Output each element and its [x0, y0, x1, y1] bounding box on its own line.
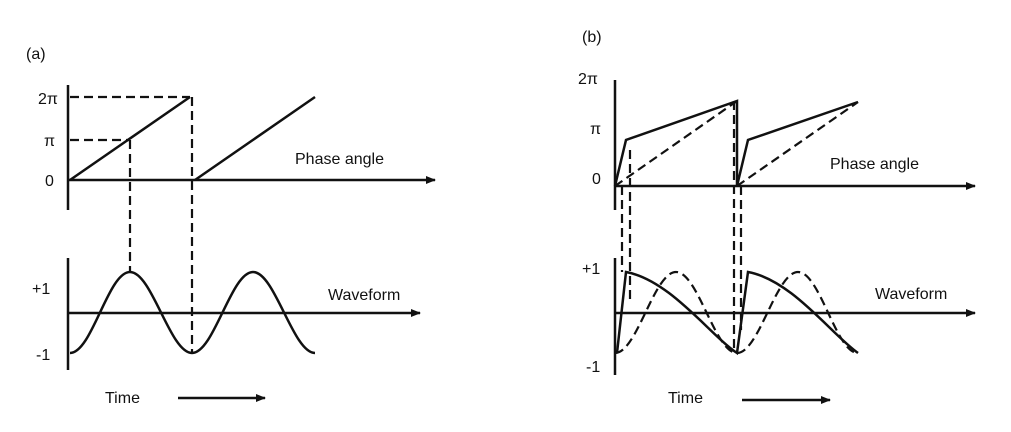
wave-tick: +1	[32, 281, 50, 298]
waveform-warped	[615, 270, 859, 356]
panel-b: (b) 2π π 0 Phase angle +1 -1 Waveform Ti…	[578, 29, 976, 407]
guide-lines	[620, 101, 743, 353]
guide-lines	[70, 95, 194, 353]
wave-tick: -1	[36, 347, 50, 364]
panel-label: (a)	[26, 46, 46, 63]
phase-tick: 0	[45, 173, 54, 190]
wave-title: Waveform	[328, 287, 400, 304]
phase-tick: 2π	[578, 71, 598, 88]
panel-a: (a) 2π π 0 Phase angle +1 -1 Waveform Ti…	[26, 46, 436, 407]
time-label: Time	[105, 390, 140, 407]
panel-label: (b)	[582, 29, 602, 46]
wave-tick: +1	[582, 261, 600, 278]
phase-tick: 2π	[38, 91, 58, 108]
phase-linear	[614, 100, 859, 187]
phase-tick: 0	[592, 171, 601, 188]
phase-tick: π	[44, 133, 55, 150]
phase-title: Phase angle	[295, 151, 384, 168]
time-label: Time	[668, 390, 703, 407]
phase-ramp	[69, 95, 316, 182]
wave-title: Waveform	[875, 286, 947, 303]
phase-title: Phase angle	[830, 156, 919, 173]
waveform	[69, 270, 316, 355]
phase-warped	[613, 99, 859, 187]
wave-tick: -1	[586, 359, 600, 376]
phase-tick: π	[590, 121, 601, 138]
waveform-sine	[614, 270, 859, 355]
